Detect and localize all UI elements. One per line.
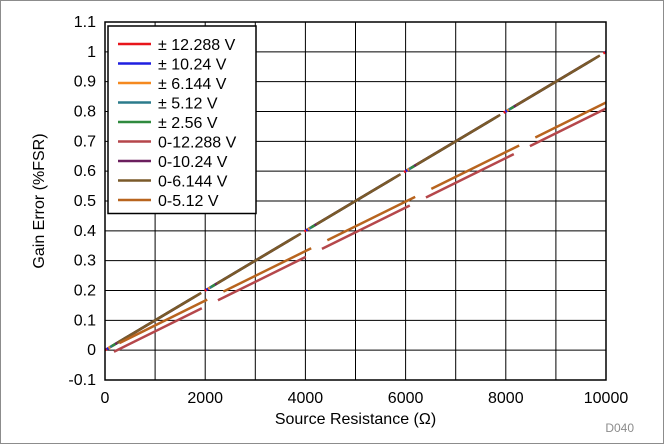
series-line (104, 107, 607, 358)
y-tick-label: 0.3 (74, 253, 96, 270)
x-tick-label: 8000 (488, 390, 524, 407)
x-tick-label: 6000 (388, 390, 424, 407)
x-tick-label: 2000 (187, 390, 223, 407)
y-tick-label: 0.6 (74, 163, 96, 180)
x-tick-label: 0 (101, 390, 110, 407)
legend-label: ± 6.144 V (158, 76, 227, 93)
y-tick-label: 0 (87, 342, 96, 359)
y-axis-title: Gain Error (%FSR) (31, 133, 48, 268)
legend-label: ± 5.12 V (158, 96, 218, 113)
y-tick-label: 0.7 (74, 133, 96, 150)
legend-label: ± 12.288 V (158, 37, 236, 54)
y-tick-label: 0.1 (74, 312, 96, 329)
y-tick-label: -0.1 (68, 372, 96, 389)
legend-label: ± 2.56 V (158, 115, 218, 132)
series-layer (104, 50, 607, 358)
legend-label: 0-10.24 V (158, 154, 228, 171)
tick-labels: 0 2000 4000 6000 8000 10000 -0.1 0 0.1 0.2 0.3 0.4 0… (68, 14, 628, 407)
legend-label: ± 10.24 V (158, 57, 227, 74)
legend-box (107, 25, 257, 215)
y-tick-label: 0.8 (74, 104, 96, 121)
legend-label: 0-6.144 V (158, 174, 228, 191)
y-tick-label: 0.5 (74, 193, 96, 210)
y-tick-label: 0.4 (74, 223, 96, 240)
x-axis-title: Source Resistance (Ω) (275, 411, 436, 428)
legend: ± 12.288 V ± 10.24 V ± 6.144 V ± 5.12 V ± 2.… (107, 25, 257, 215)
y-tick-label: 1.1 (74, 14, 96, 31)
x-tick-label: 10000 (584, 390, 629, 407)
y-tick-label: 0.9 (74, 74, 96, 91)
figure-code-label: D040 (605, 421, 634, 435)
y-tick-label: 0.2 (74, 283, 96, 300)
plot-border (104, 21, 607, 381)
legend-label: 0-5.12 V (158, 193, 219, 210)
legend-label: 0-12.288 V (158, 135, 237, 152)
series-line (104, 101, 607, 352)
series-line (104, 50, 607, 352)
x-tick-label: 4000 (288, 390, 324, 407)
y-tick-label: 1 (87, 44, 96, 61)
